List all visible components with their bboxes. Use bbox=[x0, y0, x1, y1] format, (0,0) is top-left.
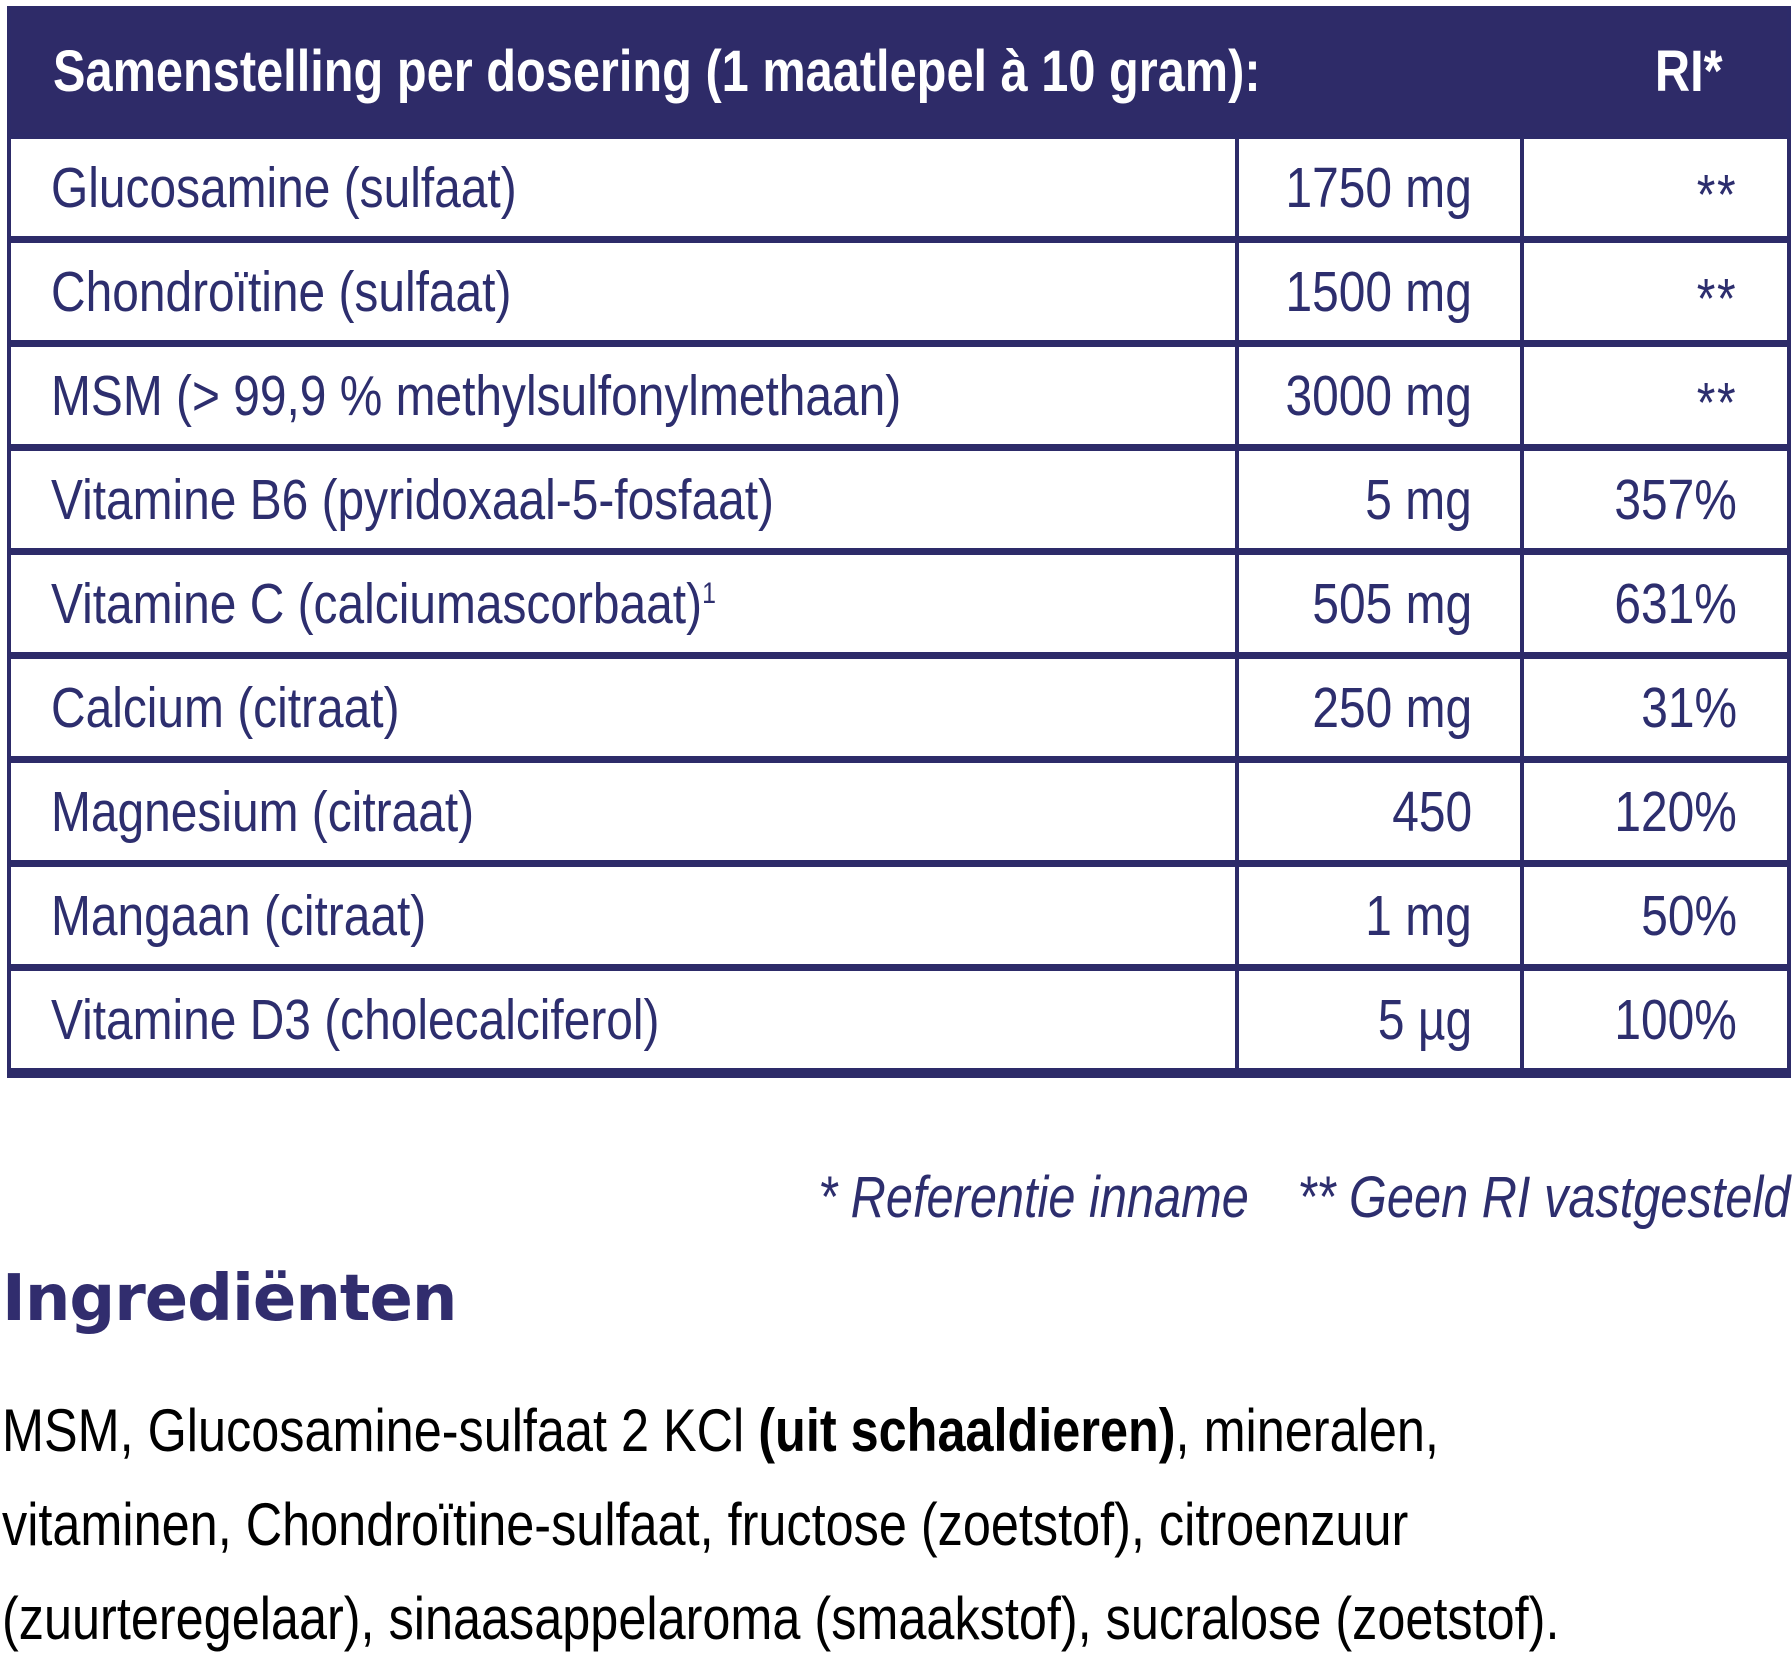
ingredient-name-cell: MSM (> 99,9 % methylsulfonylmethaan) bbox=[7, 340, 1239, 451]
table-row: Vitamine C (calciumascorbaat)1 505 mg 631% bbox=[7, 548, 1792, 659]
ri-cell: 50% bbox=[1520, 860, 1792, 971]
footnotes-line: * Referentie inname ** Geen RI vastgestel… bbox=[0, 1148, 1790, 1248]
table-row: Chondroïtine (sulfaat) 1500 mg ** bbox=[7, 236, 1792, 347]
ri-value: ** bbox=[1696, 370, 1738, 435]
ri-value: 631% bbox=[1614, 571, 1738, 636]
ri-value: ** bbox=[1696, 162, 1738, 227]
ri-cell: ** bbox=[1520, 340, 1792, 451]
ingredients-line: vitaminen, Chondroïtine-sulfaat, fructos… bbox=[2, 1478, 1792, 1572]
ingredient-name-cell: Glucosamine (sulfaat) bbox=[7, 132, 1239, 243]
table-title: Samenstelling per dosering (1 maatlepel … bbox=[53, 38, 1261, 104]
table-header-row: Samenstelling per dosering (1 maatlepel … bbox=[9, 8, 1790, 136]
table-title-cell: Samenstelling per dosering (1 maatlepel … bbox=[9, 8, 1523, 136]
ingredient-name-cell: Vitamine B6 (pyridoxaal-5-fosfaat) bbox=[7, 444, 1239, 555]
ingredients-line: (zuurteregelaar), sinaasappelaroma (smaa… bbox=[2, 1572, 1792, 1666]
ingredient-name: Chondroïtine (sulfaat) bbox=[51, 259, 512, 324]
amount-value: 250 mg bbox=[1312, 675, 1473, 740]
ri-cell: 31% bbox=[1520, 652, 1792, 763]
footnotes-text: * Referentie inname ** Geen RI vastgestel… bbox=[818, 1148, 1790, 1248]
ri-value: 357% bbox=[1614, 467, 1738, 532]
amount-value: 3000 mg bbox=[1285, 363, 1473, 428]
ingredient-text: vitaminen, Chondroïtine-sulfaat, fructos… bbox=[2, 1491, 1409, 1558]
ri-value: ** bbox=[1696, 266, 1738, 331]
table-row: Calcium (citraat) 250 mg 31% bbox=[7, 652, 1792, 763]
ingredient-name-cell: Vitamine C (calciumascorbaat)1 bbox=[7, 548, 1239, 659]
ingredient-text: MSM, Glucosamine-sulfaat 2 KCl bbox=[2, 1397, 759, 1464]
ingredient-name: MSM (> 99,9 % methylsulfonylmethaan) bbox=[51, 363, 902, 428]
amount-cell: 5 µg bbox=[1234, 964, 1525, 1077]
ingredient-name: Glucosamine (sulfaat) bbox=[51, 155, 517, 220]
ri-value: 31% bbox=[1641, 675, 1738, 740]
ingredients-line-text: MSM, Glucosamine-sulfaat 2 KCl (uit scha… bbox=[2, 1384, 1439, 1478]
amount-value: 1500 mg bbox=[1285, 259, 1473, 324]
amount-cell: 1 mg bbox=[1234, 860, 1525, 971]
table-row: Mangaan (citraat) 1 mg 50% bbox=[7, 860, 1792, 971]
ingredient-allergen-bold: (uit schaaldieren) bbox=[758, 1397, 1176, 1464]
ingredient-name: Vitamine D3 (cholecalciferol) bbox=[51, 987, 660, 1052]
ingredient-name: Vitamine B6 (pyridoxaal-5-fosfaat) bbox=[51, 467, 774, 532]
amount-value: 505 mg bbox=[1312, 571, 1473, 636]
footnote-no-ri: ** Geen RI vastgesteld bbox=[1297, 1165, 1790, 1230]
ingredient-name-cell: Calcium (citraat) bbox=[7, 652, 1239, 763]
ingredient-name-cell: Mangaan (citraat) bbox=[7, 860, 1239, 971]
table-row: Vitamine B6 (pyridoxaal-5-fosfaat) 5 mg 35… bbox=[7, 444, 1792, 555]
amount-cell: 250 mg bbox=[1234, 652, 1525, 763]
ri-column-header-cell: RI* bbox=[1522, 8, 1790, 136]
amount-value: 1750 mg bbox=[1285, 155, 1473, 220]
ingredient-name: Calcium (citraat) bbox=[51, 675, 400, 740]
ingredients-line: MSM, Glucosamine-sulfaat 2 KCl (uit scha… bbox=[2, 1384, 1792, 1478]
amount-cell: 3000 mg bbox=[1234, 340, 1525, 451]
composition-table: Samenstelling per dosering (1 maatlepel … bbox=[7, 6, 1792, 1078]
amount-cell: 1500 mg bbox=[1234, 236, 1525, 347]
footnote-reference-intake: * Referentie inname bbox=[817, 1165, 1249, 1230]
table-row: MSM (> 99,9 % methylsulfonylmethaan) 3000… bbox=[7, 340, 1792, 451]
ingredients-line-text: vitaminen, Chondroïtine-sulfaat, fructos… bbox=[2, 1478, 1408, 1572]
amount-cell: 505 mg bbox=[1234, 548, 1525, 659]
ri-cell: 357% bbox=[1520, 444, 1792, 555]
ingredient-name: Magnesium (citraat) bbox=[51, 779, 475, 844]
amount-value: 5 µg bbox=[1377, 987, 1473, 1052]
ri-cell: ** bbox=[1520, 236, 1792, 347]
ri-value: 50% bbox=[1641, 883, 1738, 948]
footnote-marker: 1 bbox=[702, 576, 716, 610]
ri-value: 100% bbox=[1614, 987, 1738, 1052]
ingredient-text: , mineralen, bbox=[1175, 1397, 1439, 1464]
ri-cell: ** bbox=[1520, 132, 1792, 243]
ingredient-name: Mangaan (citraat) bbox=[51, 883, 427, 948]
ingredient-text: (zuurteregelaar), sinaasappelaroma (smaa… bbox=[2, 1585, 1560, 1652]
ingredients-line-text: (zuurteregelaar), sinaasappelaroma (smaa… bbox=[2, 1572, 1559, 1666]
table-row: Vitamine D3 (cholecalciferol) 5 µg 100% bbox=[7, 964, 1792, 1077]
amount-cell: 5 mg bbox=[1234, 444, 1525, 555]
amount-cell: 1750 mg bbox=[1234, 132, 1525, 243]
ri-cell: 100% bbox=[1520, 964, 1792, 1077]
ri-cell: 631% bbox=[1520, 548, 1792, 659]
amount-value: 450 bbox=[1392, 779, 1473, 844]
table-row: Glucosamine (sulfaat) 1750 mg ** bbox=[7, 132, 1792, 243]
amount-value: 1 mg bbox=[1365, 883, 1473, 948]
ri-cell: 120% bbox=[1520, 756, 1792, 867]
ingredients-heading: Ingrediënten bbox=[2, 1262, 457, 1336]
table-row: Magnesium (citraat) 450 120% bbox=[7, 756, 1792, 867]
amount-cell: 450 bbox=[1234, 756, 1525, 867]
ri-value: 120% bbox=[1614, 779, 1738, 844]
ingredients-paragraph: MSM, Glucosamine-sulfaat 2 KCl (uit scha… bbox=[2, 1384, 1792, 1666]
ri-column-header: RI* bbox=[1655, 38, 1724, 104]
ingredient-name-cell: Vitamine D3 (cholecalciferol) bbox=[7, 964, 1239, 1077]
ingredient-name-cell: Magnesium (citraat) bbox=[7, 756, 1239, 867]
ingredient-name-cell: Chondroïtine (sulfaat) bbox=[7, 236, 1239, 347]
amount-value: 5 mg bbox=[1365, 467, 1473, 532]
ingredient-name: Vitamine C (calciumascorbaat)1 bbox=[51, 571, 716, 636]
